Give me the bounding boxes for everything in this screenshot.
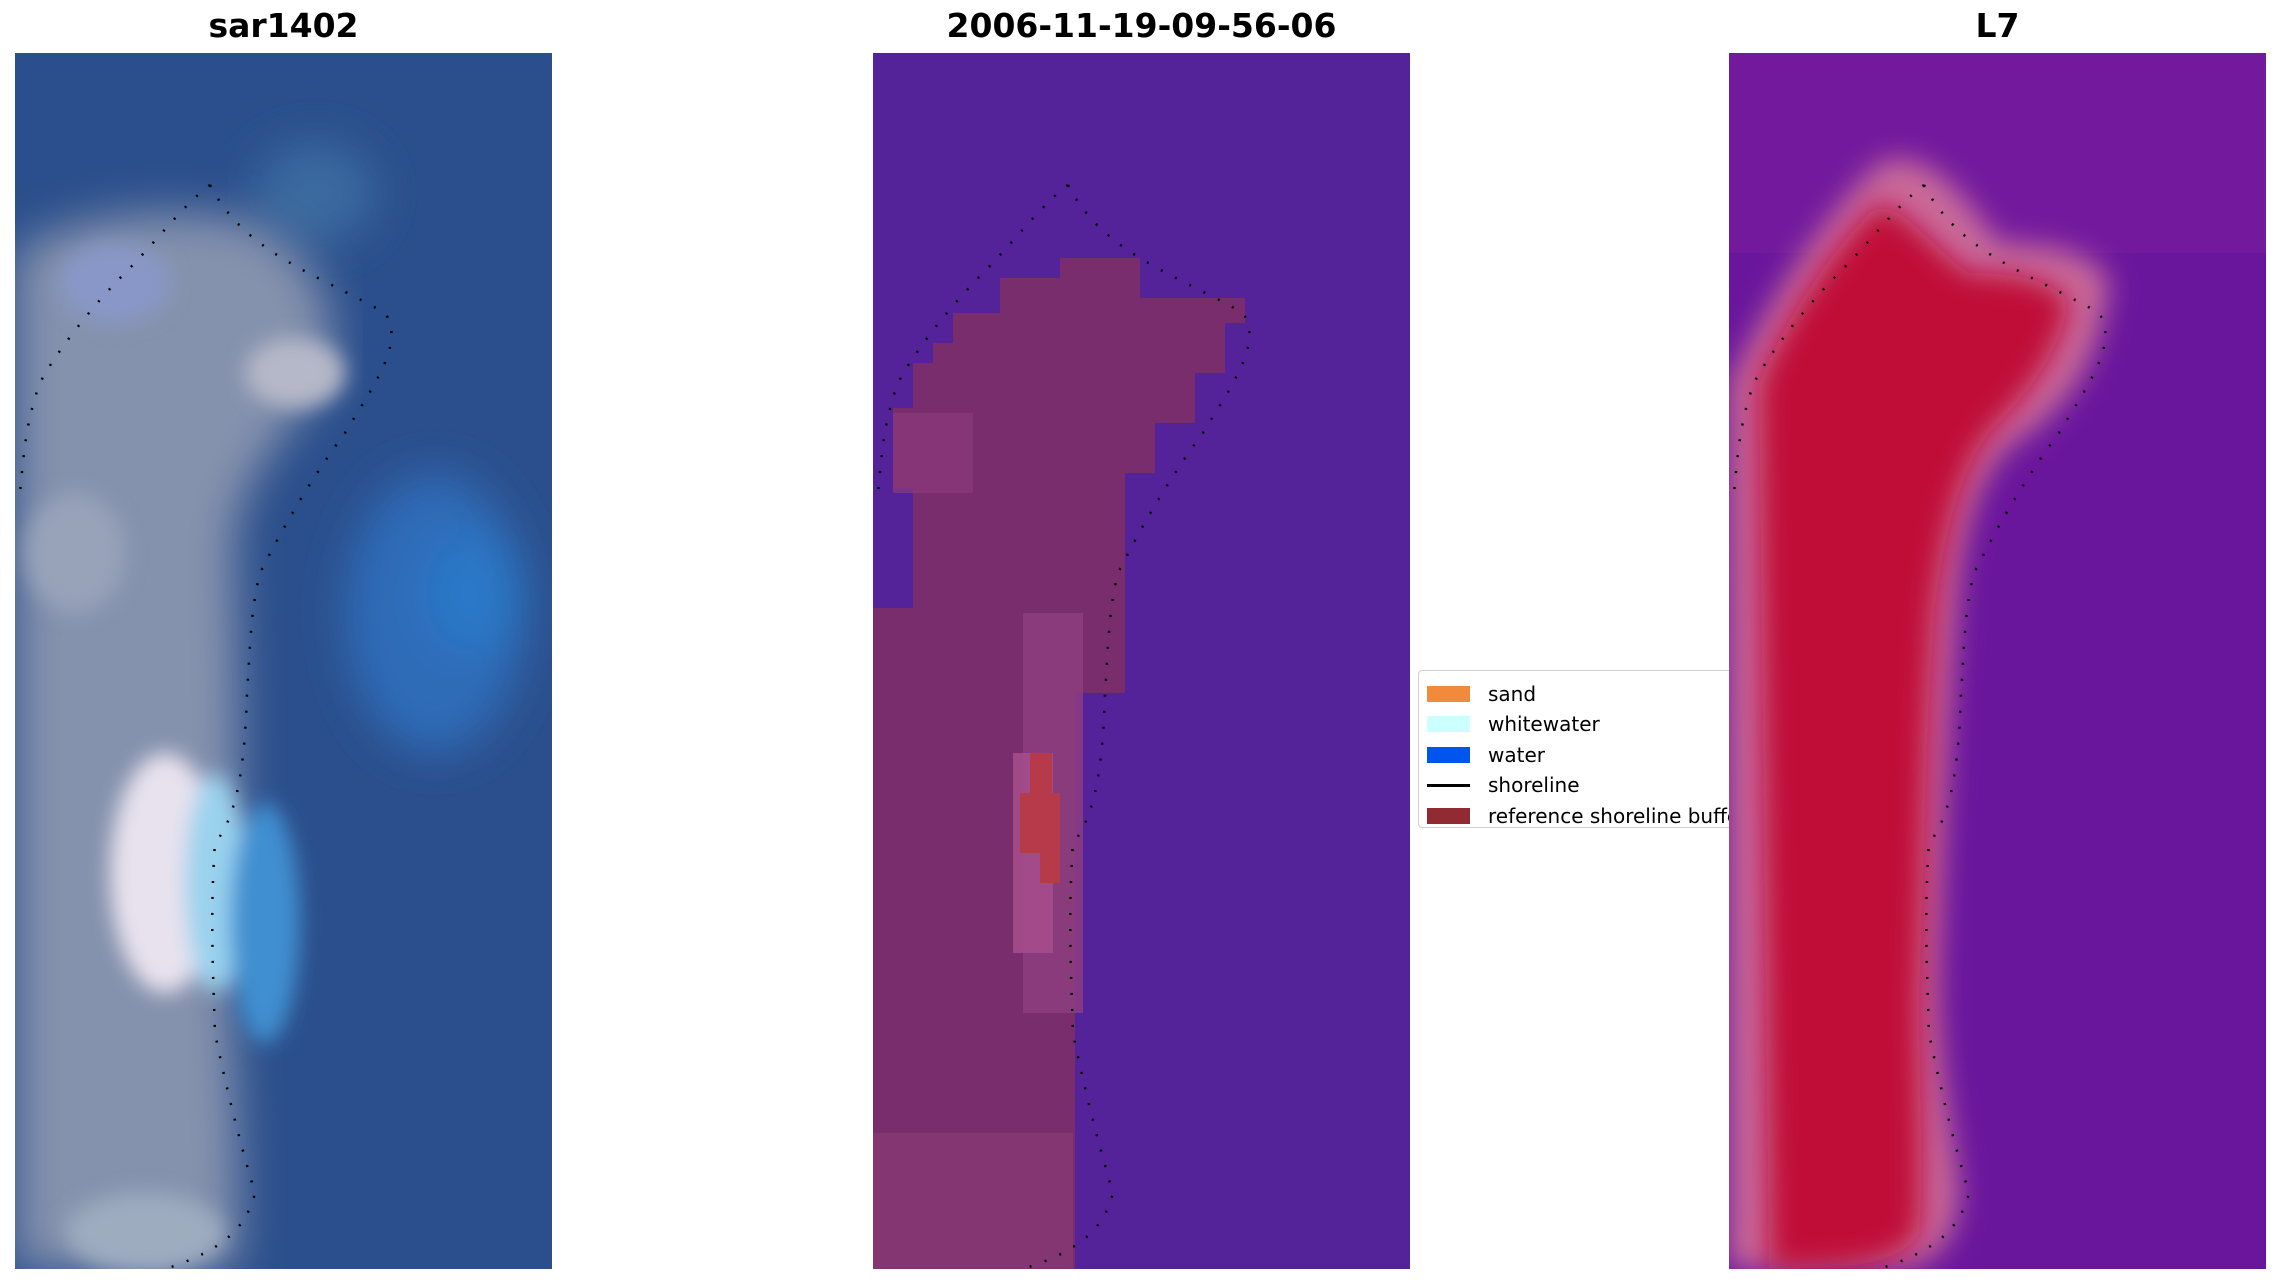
legend-item-water: water [1427, 742, 1545, 768]
legend-label-sand: sand [1488, 682, 1537, 706]
legend-item-sand: sand [1427, 681, 1536, 707]
legend-item-reference-buffer: reference shoreline buffer [1427, 803, 1748, 828]
rgb-image [15, 53, 552, 1269]
classification-image [873, 53, 1410, 1269]
classification-panel [873, 53, 1410, 1269]
legend: sand whitewater water shoreline referenc… [1418, 670, 1758, 828]
rgb-image-panel [15, 53, 552, 1269]
legend-item-shoreline: shoreline [1427, 772, 1580, 798]
panel-title-mndwi: L7 [1975, 6, 2020, 45]
legend-label-shoreline: shoreline [1488, 773, 1580, 797]
sand-swatch [1427, 686, 1470, 702]
legend-label-water: water [1488, 743, 1545, 767]
water-swatch [1427, 747, 1470, 763]
mndwi-image [1729, 53, 2266, 1269]
reference-buffer-swatch [1427, 808, 1470, 824]
legend-label-reference-buffer: reference shoreline buffer [1488, 804, 1748, 828]
panel-title-classification: 2006-11-19-09-56-06 [946, 6, 1337, 45]
panel-title-rgb: sar1402 [208, 6, 359, 45]
mndwi-panel [1729, 53, 2266, 1269]
shoreline-line-icon [1427, 783, 1470, 787]
legend-label-whitewater: whitewater [1488, 712, 1600, 736]
legend-item-whitewater: whitewater [1427, 711, 1600, 737]
whitewater-swatch [1427, 716, 1470, 732]
